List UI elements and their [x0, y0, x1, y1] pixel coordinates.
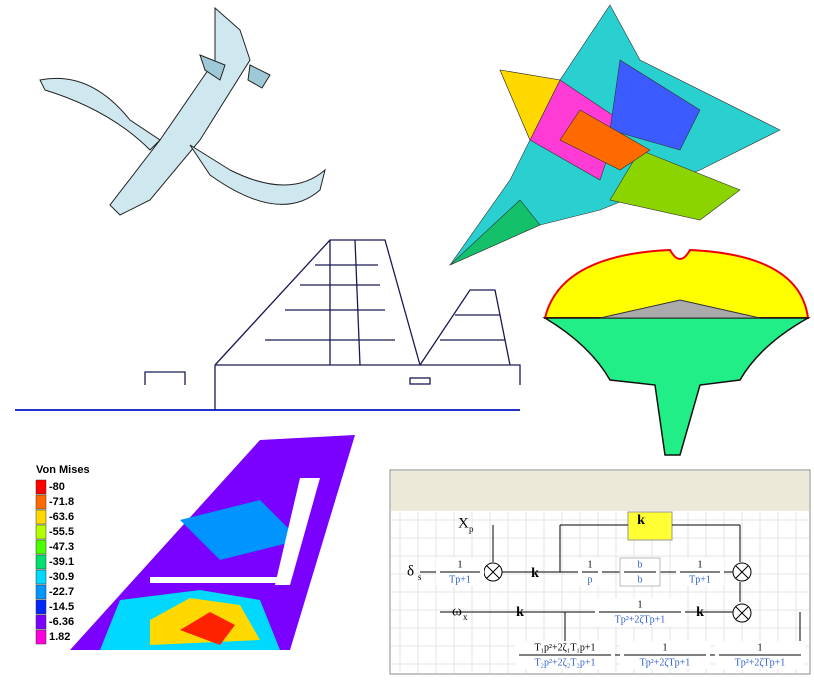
gain: k	[637, 513, 645, 528]
legend-swatch	[35, 569, 47, 585]
legend-swatch	[35, 584, 47, 600]
signal-label: ω	[452, 603, 462, 619]
block-denominator: Tp+1	[689, 574, 711, 585]
signal-label: δ	[407, 563, 414, 579]
block-denominator: Tp²+2ζTp+1	[615, 614, 666, 625]
block-numerator: 1	[588, 559, 593, 570]
fem-fighter	[449, 4, 781, 266]
block-numerator: 1	[698, 559, 703, 570]
legend-label: -47.3	[49, 541, 74, 553]
legend-swatch	[35, 614, 47, 630]
signal-label: X	[458, 515, 469, 531]
legend-swatch	[35, 539, 47, 555]
legend: Von Mises -80 -71.8 -63.6 -55.5 -47.3 -39.1 -3…	[35, 464, 90, 645]
gain: k	[516, 605, 524, 620]
tail-fem	[70, 435, 355, 650]
legend-label: -22.7	[49, 586, 74, 598]
legend-swatch	[35, 629, 47, 645]
legend-label: -39.1	[49, 556, 74, 568]
block-denominator: Tp²+2ζTp+1	[640, 657, 691, 668]
block-denominator: T₂p²+2ζ₂T₂p+1	[534, 657, 595, 668]
wireframe-airplane	[39, 6, 326, 216]
legend-label: 1.82	[49, 631, 70, 643]
sum-cross	[735, 606, 749, 620]
legend-label: -30.9	[49, 571, 74, 583]
legend-swatch	[35, 599, 47, 615]
legend-label: -63.6	[49, 511, 74, 523]
legend-swatch	[35, 509, 47, 525]
legend-label: -14.5	[49, 601, 74, 613]
legend-title: Von Mises	[36, 464, 90, 476]
block-denominator: Tp+1	[449, 574, 471, 585]
legend-swatch	[35, 494, 47, 510]
legend-label: -6.36	[49, 616, 74, 628]
signal-subscript: x	[463, 612, 468, 622]
block-numerator: 1	[638, 599, 643, 610]
legend-swatch	[35, 524, 47, 540]
legend-swatch	[35, 554, 47, 570]
block-numerator: 1	[663, 642, 668, 653]
gain: k	[696, 605, 704, 620]
wing-structure	[15, 239, 521, 411]
block-numerator: b	[638, 559, 643, 570]
legend-swatch	[35, 479, 47, 495]
gain: k	[531, 566, 539, 581]
legend-label: -71.8	[49, 496, 74, 508]
legend-label: -55.5	[49, 526, 74, 538]
block-denominator: Tp²+2ζTp+1	[735, 657, 786, 668]
load-envelope	[542, 248, 811, 456]
block-numerator: 1	[758, 642, 763, 653]
block-denominator: p	[588, 574, 593, 585]
block-denominator: b	[638, 574, 643, 585]
sum-cross	[486, 565, 500, 579]
sum-cross	[735, 565, 749, 579]
signal-subscript: s	[418, 572, 422, 582]
legend-label: -80	[49, 481, 65, 493]
block-numerator: 1	[458, 559, 463, 570]
block-numerator: T₁p²+2ζ₁T₁p+1	[534, 642, 595, 653]
signal-subscript: p	[469, 524, 474, 534]
